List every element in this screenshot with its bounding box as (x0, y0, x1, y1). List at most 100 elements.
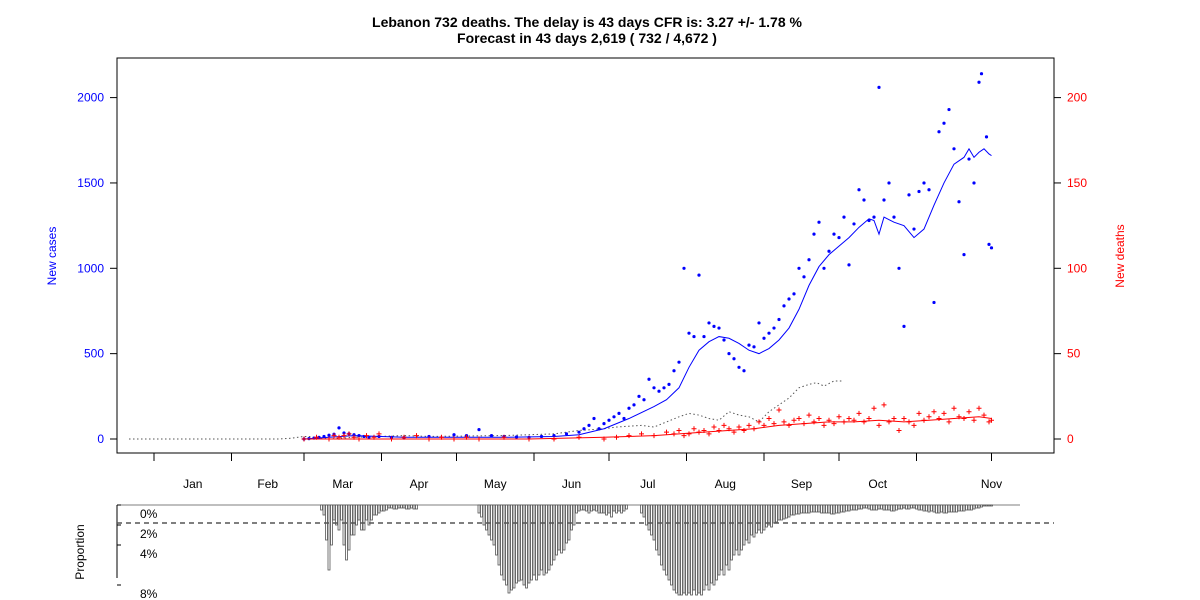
proportion-bar (675, 504, 678, 594)
proportion-bar (757, 504, 761, 531)
proportion-bar (702, 504, 706, 591)
deaths-point (389, 436, 394, 442)
proportion-bar (512, 504, 516, 589)
deaths-point (841, 419, 847, 425)
cases-point (514, 435, 519, 439)
proportion-bar (690, 504, 693, 596)
proportion-bar (410, 504, 413, 509)
deaths-point (576, 434, 582, 440)
proportion-bar (810, 504, 813, 513)
proportion-bar (670, 504, 673, 586)
chart-title: Lebanon 732 deaths. The delay is 43 days… (372, 14, 802, 30)
proportion-bar (865, 504, 868, 509)
proportion-bar (672, 504, 676, 591)
deaths-point (806, 412, 812, 418)
proportion-bar (620, 504, 623, 514)
proportion-bar (955, 504, 958, 513)
cases-point (717, 326, 721, 330)
proportion-bar (987, 504, 991, 507)
proportion-bar (777, 504, 781, 521)
cases-point (807, 258, 811, 262)
deaths-point (751, 426, 757, 432)
cases-point (902, 324, 906, 328)
cases-point (787, 297, 791, 301)
proportion-bar (970, 504, 973, 511)
cases-point (897, 266, 901, 270)
left-tick-label: 1500 (77, 176, 104, 190)
proportion-bar (597, 504, 601, 514)
proportion-bar (485, 504, 488, 531)
x-tick-label: Oct (868, 477, 887, 491)
proportion-bar (645, 504, 648, 526)
deaths-point (741, 427, 747, 433)
deaths-point (901, 416, 907, 422)
cases-point (989, 246, 994, 250)
proportion-bar (385, 504, 388, 511)
cases-point (757, 321, 761, 325)
deaths-point (726, 426, 732, 432)
deaths-point (676, 427, 682, 433)
proportion-bar (785, 504, 788, 519)
proportion-bar (982, 504, 986, 507)
proportion-bar (510, 504, 513, 591)
proportion-bar (860, 504, 863, 510)
proportion-bar (922, 504, 926, 512)
deaths-point (371, 434, 377, 440)
proportion-bar (850, 504, 853, 511)
x-tick-label: Jul (640, 477, 655, 491)
deaths-point (796, 416, 802, 422)
proportion-bar (612, 504, 616, 512)
right-tick-label: 100 (1067, 261, 1087, 275)
cases-point (827, 249, 831, 253)
proportion-bar (332, 504, 336, 521)
deaths-point (916, 410, 922, 416)
cases-point (767, 331, 771, 335)
proportion-bar (815, 504, 818, 513)
cases-point (727, 352, 731, 356)
deaths-point (701, 427, 707, 433)
deaths-point (614, 434, 619, 440)
cases-point (892, 215, 896, 219)
cases-point (792, 292, 796, 296)
deaths-point (696, 429, 702, 435)
proportion-bar (540, 504, 543, 571)
proportion-bar (975, 504, 978, 509)
cases-point (612, 415, 616, 419)
proportion-bar (960, 504, 963, 512)
proportion-bar (407, 504, 411, 510)
left-tick-label: 0 (97, 432, 104, 446)
proportion-bar (595, 504, 598, 512)
proportion-bar (405, 504, 408, 510)
proportion-bar (915, 504, 918, 510)
cases-point (367, 435, 371, 439)
proportion-bar (772, 504, 776, 524)
proportion-bar (760, 504, 763, 534)
cases-point (947, 107, 951, 112)
cases-point (802, 275, 806, 279)
y-axis-label-left: New cases (45, 227, 59, 286)
proportion-bar (832, 504, 836, 515)
cases-point (722, 338, 726, 342)
proportion-bar (795, 504, 798, 515)
proportion-bar (360, 504, 363, 531)
deaths-point (851, 417, 857, 423)
left-axis: 0 500 1000 1500 2000 (77, 91, 118, 446)
cases-smooth-line (303, 147, 992, 440)
proportion-bar (717, 504, 721, 576)
proportion-bar (552, 504, 556, 561)
x-tick-label: Apr (410, 477, 429, 491)
left-tick-label: 1000 (77, 261, 104, 275)
cases-point (657, 389, 661, 393)
bottom-tick-label: 8% (140, 587, 158, 600)
y-axis-label-right: New deaths (1113, 224, 1127, 287)
deaths-point (816, 416, 822, 422)
deaths-point (891, 416, 897, 422)
proportion-bar (570, 504, 573, 531)
deaths-point (336, 434, 342, 440)
proportion-bar (697, 504, 701, 594)
deaths-point (664, 429, 669, 435)
proportion-bar (867, 504, 871, 510)
proportion-bar (585, 504, 588, 512)
left-tick-label: 500 (84, 347, 104, 361)
